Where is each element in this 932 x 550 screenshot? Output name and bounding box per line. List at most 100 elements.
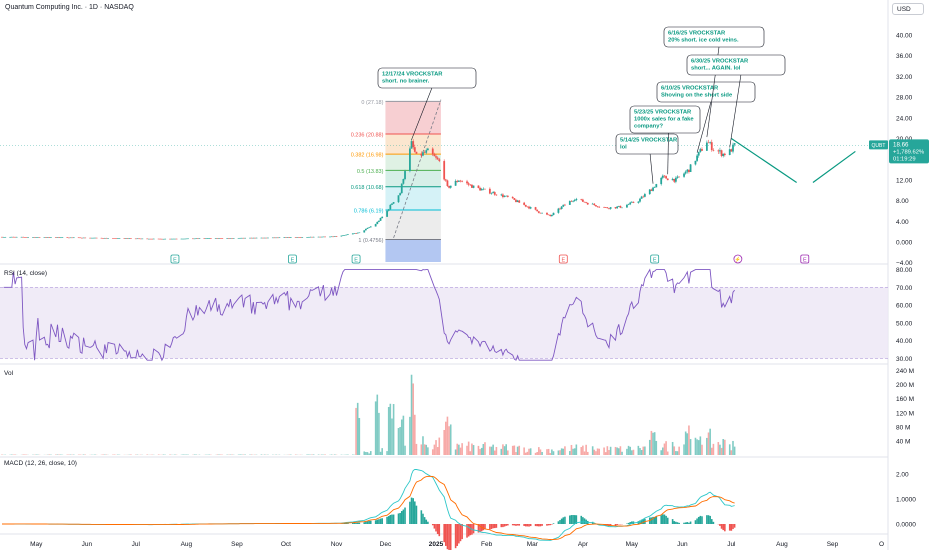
candle-body xyxy=(431,148,434,155)
macd-pane-label[interactable]: MACD (12, 26, close, 10) xyxy=(4,460,77,467)
volume-bar xyxy=(569,451,571,455)
candle-body xyxy=(152,238,155,240)
candle-body xyxy=(608,208,610,209)
candle-body xyxy=(320,236,323,238)
macd-histogram-bar xyxy=(696,518,698,524)
candle-body xyxy=(503,196,506,198)
candle-body xyxy=(683,173,685,177)
candle-body xyxy=(271,237,274,239)
candle-body xyxy=(723,153,726,155)
macd-histogram-bar xyxy=(436,524,439,534)
earnings-marker-label: E xyxy=(653,257,657,263)
candle-body xyxy=(591,203,594,205)
candle-body xyxy=(410,141,413,149)
candle-body xyxy=(433,154,436,157)
volume-bar xyxy=(596,448,599,455)
volume-bar xyxy=(696,439,698,455)
fib-zone xyxy=(385,209,441,240)
candle-body xyxy=(32,237,34,238)
candle-body xyxy=(329,236,331,238)
price-badge xyxy=(889,139,929,164)
macd-histogram-bar xyxy=(381,518,383,524)
time-axis-label: Jun xyxy=(82,541,93,548)
macd-histogram-bar xyxy=(438,524,441,537)
candle-body xyxy=(387,209,390,211)
volume-bar xyxy=(324,454,326,455)
macd-histogram-bar xyxy=(467,524,470,537)
macd-histogram-bar xyxy=(546,524,548,526)
candle-body xyxy=(575,198,578,201)
candle-body xyxy=(151,238,154,240)
macd-histogram-bar xyxy=(655,516,658,524)
macd-histogram-bar xyxy=(431,524,434,526)
macd-histogram-bar xyxy=(694,520,697,524)
volume-bar xyxy=(435,440,437,455)
macd-histogram-bar xyxy=(412,498,414,524)
candle-body xyxy=(528,206,530,209)
candle-body xyxy=(164,238,167,240)
volume-bar xyxy=(505,444,507,455)
candle-body xyxy=(84,237,87,239)
candle-body xyxy=(309,236,312,238)
time-axis-label: Feb xyxy=(481,541,493,548)
candle-body xyxy=(438,159,441,162)
candle-body xyxy=(58,237,61,238)
candle-body xyxy=(81,237,83,239)
volume-bar xyxy=(538,447,540,455)
volume-bar xyxy=(678,446,680,455)
time-axis-label: May xyxy=(626,541,639,548)
candle-body xyxy=(182,238,185,240)
candle-body xyxy=(648,189,651,195)
rsi-axis-tick: 80.00 xyxy=(896,267,913,274)
macd-histogram-bar xyxy=(671,519,674,524)
candle-body xyxy=(467,183,470,185)
volume-bar xyxy=(526,451,529,455)
volume-bar xyxy=(627,445,630,455)
candle-body xyxy=(174,238,176,240)
candle-body xyxy=(701,149,703,151)
volume-pane-label[interactable]: Vol xyxy=(4,370,14,377)
candle-body xyxy=(307,237,310,238)
currency-selector[interactable]: USD xyxy=(892,3,924,15)
rsi-line xyxy=(3,268,735,362)
volume-bar xyxy=(632,449,635,455)
macd-histogram-bar xyxy=(614,524,617,526)
candle-body xyxy=(586,202,589,205)
time-axis-label: Sep xyxy=(231,541,243,548)
macd-histogram-bar xyxy=(477,524,480,533)
volume-bar xyxy=(712,443,715,455)
earnings-marker xyxy=(558,254,568,264)
candle-body xyxy=(139,238,142,240)
volume-bar xyxy=(420,444,423,455)
candle-body xyxy=(696,155,698,161)
rsi-pane-label[interactable]: RSI (14, close) xyxy=(4,270,47,277)
macd-histogram-bar xyxy=(733,524,736,528)
candle-body xyxy=(340,235,343,237)
candle-body xyxy=(286,237,289,238)
candle-body xyxy=(180,238,183,240)
volume-bar xyxy=(598,448,600,455)
annotation-pointer xyxy=(729,74,742,148)
macd-histogram-bar xyxy=(699,515,702,524)
candle-body xyxy=(273,237,276,239)
candle-body xyxy=(461,181,464,182)
candle-body xyxy=(1,236,3,238)
candle-body xyxy=(630,201,633,203)
macd-histogram-bar xyxy=(629,522,631,524)
volume-bar xyxy=(689,439,692,455)
volume-bar xyxy=(402,415,405,455)
volume-bar xyxy=(719,444,721,455)
candle-body xyxy=(46,237,49,238)
macd-histogram-bar xyxy=(684,522,687,524)
candle-body xyxy=(570,201,573,202)
volume-bar xyxy=(358,417,361,455)
candle-body xyxy=(183,238,186,240)
time-axis-label: Jul xyxy=(132,541,141,548)
volume-bar xyxy=(414,414,416,455)
candle-body xyxy=(296,237,299,238)
candle-body xyxy=(378,220,380,222)
candle-body xyxy=(363,230,366,233)
candle-body xyxy=(48,237,51,238)
candle-body xyxy=(298,237,300,238)
